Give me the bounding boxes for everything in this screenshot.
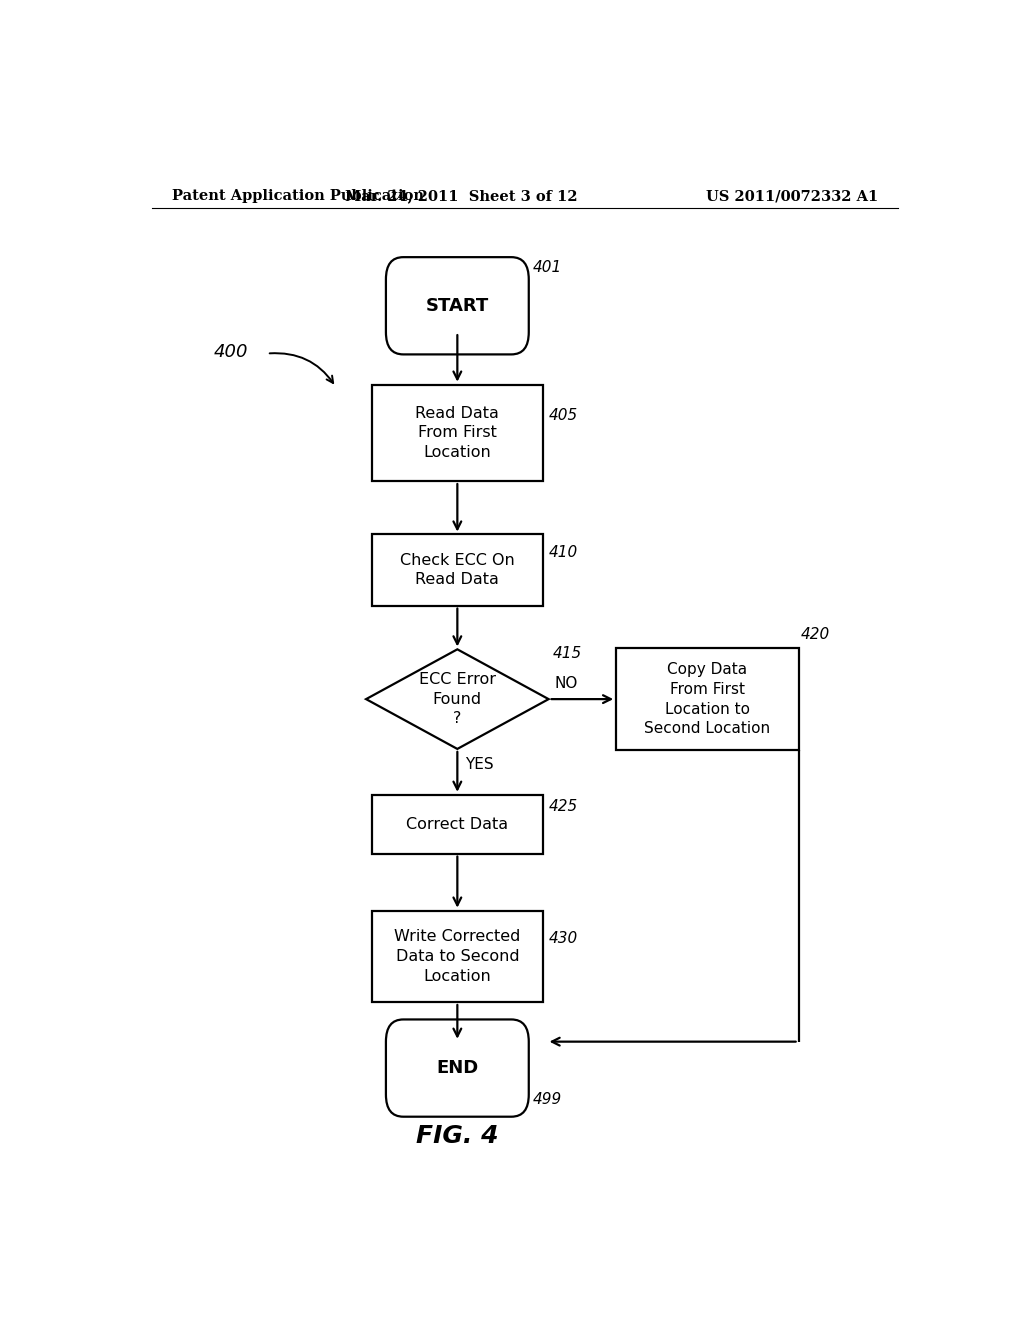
Text: Correct Data: Correct Data bbox=[407, 817, 508, 832]
Text: 410: 410 bbox=[549, 545, 578, 560]
Text: ECC Error
Found
?: ECC Error Found ? bbox=[419, 672, 496, 726]
Text: Read Data
From First
Location: Read Data From First Location bbox=[416, 405, 500, 461]
Text: 415: 415 bbox=[553, 645, 582, 660]
Polygon shape bbox=[367, 649, 549, 748]
FancyBboxPatch shape bbox=[616, 648, 799, 750]
Text: 400: 400 bbox=[214, 342, 249, 360]
Text: 430: 430 bbox=[549, 931, 578, 946]
FancyBboxPatch shape bbox=[386, 1019, 528, 1117]
Text: Check ECC On
Read Data: Check ECC On Read Data bbox=[400, 553, 515, 587]
Text: NO: NO bbox=[555, 676, 579, 690]
FancyBboxPatch shape bbox=[372, 795, 543, 854]
Text: Mar. 24, 2011  Sheet 3 of 12: Mar. 24, 2011 Sheet 3 of 12 bbox=[345, 189, 578, 203]
Text: Patent Application Publication: Patent Application Publication bbox=[172, 189, 424, 203]
FancyBboxPatch shape bbox=[372, 384, 543, 480]
Text: 425: 425 bbox=[549, 799, 578, 814]
Text: FIG. 4: FIG. 4 bbox=[416, 1125, 499, 1148]
Text: END: END bbox=[436, 1059, 478, 1077]
FancyBboxPatch shape bbox=[372, 911, 543, 1002]
Text: 401: 401 bbox=[532, 260, 562, 276]
FancyBboxPatch shape bbox=[372, 535, 543, 606]
Text: Copy Data
From First
Location to
Second Location: Copy Data From First Location to Second … bbox=[644, 661, 770, 737]
FancyBboxPatch shape bbox=[386, 257, 528, 354]
Text: START: START bbox=[426, 297, 489, 314]
Text: 499: 499 bbox=[532, 1092, 562, 1106]
Text: YES: YES bbox=[465, 758, 494, 772]
Text: US 2011/0072332 A1: US 2011/0072332 A1 bbox=[706, 189, 878, 203]
Text: 405: 405 bbox=[549, 408, 578, 422]
Text: 420: 420 bbox=[801, 627, 830, 643]
Text: Write Corrected
Data to Second
Location: Write Corrected Data to Second Location bbox=[394, 929, 520, 983]
